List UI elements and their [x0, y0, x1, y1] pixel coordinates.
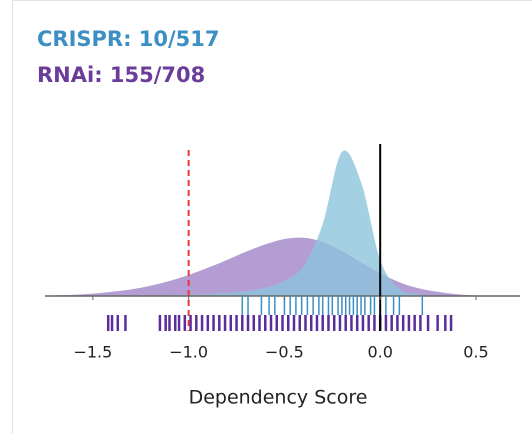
x-tick-label: −1.0 [169, 343, 208, 362]
x-tick-label: 0.5 [463, 343, 488, 362]
x-tick-label: 0.0 [367, 343, 392, 362]
x-tick-label: −1.5 [73, 343, 112, 362]
x-axis-label: Dependency Score [189, 387, 368, 409]
card [12, 0, 532, 434]
series-label: CRISPR: 10/517 [37, 27, 220, 51]
series-label: RNAi: 155/708 [37, 63, 205, 87]
x-tick-label: −0.5 [265, 343, 304, 362]
density-area [54, 237, 515, 296]
